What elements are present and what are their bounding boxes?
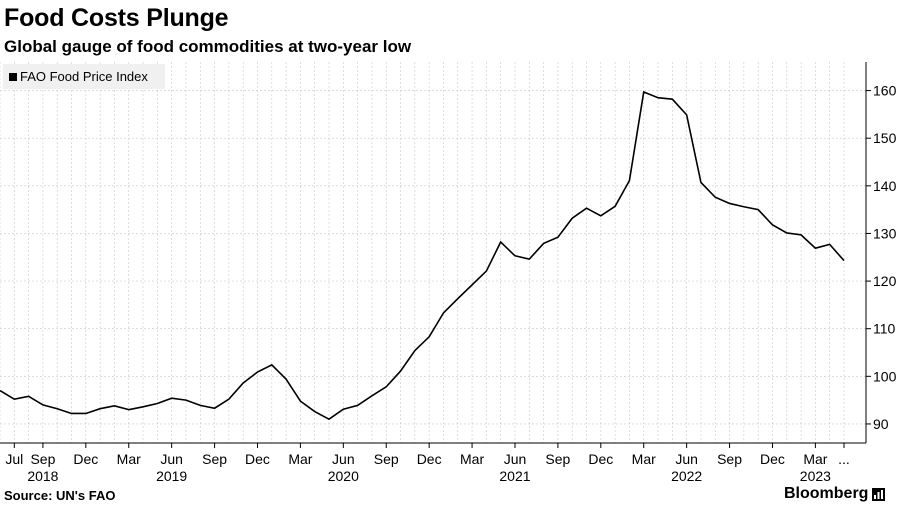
food-price-index-line (0, 90, 845, 421)
x-tick-label: Dec (73, 451, 98, 467)
x-year-label: 2020 (328, 468, 359, 484)
x-tick-label: Dec (760, 451, 785, 467)
bar-chart-icon (872, 487, 886, 501)
x-tick-label: Sep (717, 451, 742, 467)
x-tick-label: Jun (504, 451, 527, 467)
x-axis-labels: Jul Sep Dec Mar Jun Sep Dec Mar Jun Sep Dec Mar Jun S… (5, 451, 849, 484)
chart-title: Food Costs Plunge (4, 4, 229, 32)
y-tick-label: 140 (873, 178, 897, 194)
x-tick-label: Sep (202, 451, 227, 467)
x-tick-label: Mar (460, 451, 484, 467)
x-tick-label: Mar (632, 451, 656, 467)
x-tick-label: Sep (545, 451, 570, 467)
x-year-label: 2018 (27, 468, 58, 484)
y-tick-label: 110 (873, 321, 896, 337)
y-axis-labels: 90 100 110 120 130 140 150 160 (873, 83, 897, 432)
x-tick-label: ... (838, 451, 850, 467)
x-tick-label: Jul (5, 451, 23, 467)
chart-subtitle: Global gauge of food commodities at two-… (4, 37, 412, 56)
x-tick-label: Jun (675, 451, 698, 467)
x-year-label: 2019 (156, 468, 187, 484)
legend: FAO Food Price Index (3, 64, 165, 89)
source-note: Source: UN's FAO (4, 488, 116, 503)
y-tick-label: 100 (873, 368, 897, 384)
x-tick-label: Jun (332, 451, 355, 467)
y-tick-label: 120 (873, 273, 897, 289)
x-year-label: 2021 (499, 468, 530, 484)
y-tick-label: 90 (873, 416, 889, 432)
axes (0, 62, 871, 448)
x-tick-label: Mar (117, 451, 141, 467)
x-tick-label: Dec (588, 451, 613, 467)
x-tick-label: Sep (374, 451, 399, 467)
y-tick-label: 160 (873, 83, 897, 99)
grid-lines (0, 62, 866, 443)
brand-logo: Bloomberg (784, 485, 886, 503)
y-tick-label: 150 (873, 130, 897, 146)
x-tick-label: Jun (160, 451, 183, 467)
legend-swatch (9, 72, 17, 81)
x-tick-label: Mar (803, 451, 827, 467)
x-tick-label: Dec (417, 451, 442, 467)
legend-label: FAO Food Price Index (20, 69, 148, 84)
x-tick-label: Mar (288, 451, 312, 467)
x-tick-label: Dec (245, 451, 270, 467)
x-year-label: 2023 (800, 468, 831, 484)
y-tick-label: 130 (873, 225, 897, 241)
x-year-label: 2022 (671, 468, 702, 484)
brand-name: Bloomberg (784, 485, 869, 502)
x-tick-label: Sep (30, 451, 55, 467)
